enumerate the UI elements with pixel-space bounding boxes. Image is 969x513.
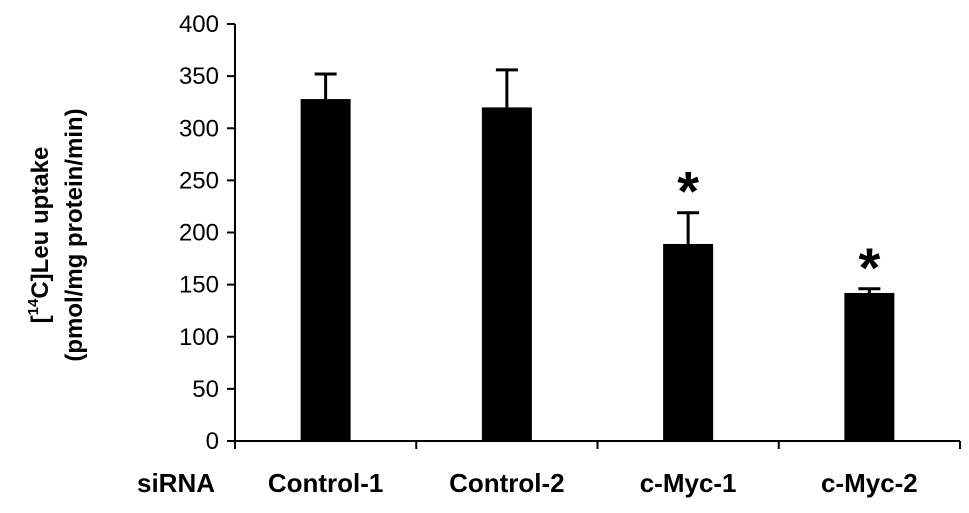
- significance-asterisk: *: [677, 160, 699, 223]
- y-tick-label: 100: [179, 324, 219, 351]
- bars: [300, 99, 895, 442]
- bar: [663, 243, 714, 441]
- significance-markers: **: [677, 160, 880, 299]
- y-tick-label: 350: [179, 63, 219, 90]
- category-label: Control-1: [268, 468, 384, 498]
- significance-asterisk: *: [858, 236, 880, 299]
- y-axis-label-line2: (pmol/mg protein/min): [61, 108, 88, 361]
- x-prefix-label: siRNA: [137, 468, 215, 498]
- y-tick-label: 400: [179, 11, 219, 38]
- x-ticks: [234, 441, 961, 449]
- y-tick-label: 200: [179, 220, 219, 247]
- category-label: Control-2: [449, 468, 565, 498]
- y-tick-label: 300: [179, 115, 219, 142]
- category-label: c-Myc-2: [821, 468, 918, 498]
- y-tick-label: 0: [206, 428, 219, 455]
- y-axis-label-line1: [14C]Leu uptake: [25, 147, 54, 324]
- y-tick-label: 50: [192, 376, 219, 403]
- y-tick-label: 250: [179, 167, 219, 194]
- y-axis-label: [14C]Leu uptake (pmol/mg protein/min): [25, 108, 88, 361]
- category-labels: Control-1 Control-2 c-Myc-1 c-Myc-2: [268, 468, 918, 498]
- y-axis-label-superscript: 14: [25, 298, 42, 315]
- bar: [300, 99, 351, 441]
- y-tick-label: 150: [179, 272, 219, 299]
- bar: [844, 292, 895, 441]
- error-bars: [314, 68, 881, 293]
- y-ticks: 0 50 100 150 200 250 300 350 400: [179, 11, 235, 455]
- category-label: c-Myc-1: [640, 468, 737, 498]
- y-axis-label-suffix: C]Leu uptake: [27, 147, 54, 299]
- bar: [481, 107, 532, 442]
- y-axis-label-prefix: [: [27, 315, 54, 323]
